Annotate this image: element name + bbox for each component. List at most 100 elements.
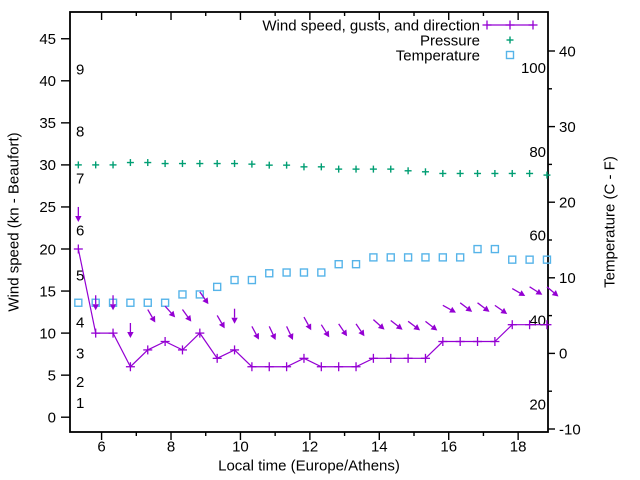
y-left-tick-label: 5 [48, 367, 56, 384]
y-right-tick-label: 20 [559, 194, 576, 211]
gust-arrow-shaft [529, 286, 538, 293]
y-left-tick-label: 0 [48, 409, 56, 426]
temperature-marker [369, 253, 378, 262]
gust-arrow-shaft [494, 304, 503, 312]
gust-arrow-head [75, 215, 82, 222]
gust-arrow-head [465, 305, 473, 312]
axis-ticks [61, 12, 555, 440]
gust-arrow-shaft [355, 323, 362, 332]
temperature-marker [126, 298, 135, 307]
gust-arrow-head [231, 317, 238, 324]
temperature-marker [160, 298, 170, 307]
gust-arrow-head [202, 297, 209, 305]
x-tick-label: 18 [510, 438, 527, 455]
beaufort-label: 3 [76, 346, 84, 363]
legend-label: Temperature [396, 47, 480, 64]
x-tick-label: 10 [232, 438, 249, 455]
temperature-marker [143, 298, 152, 307]
gust-arrow-head [449, 306, 456, 313]
x-tick-label: 16 [440, 438, 457, 455]
gust-arrow-head [185, 314, 192, 322]
gust-arrow-shaft [390, 319, 399, 327]
y-right-tick-label: 40 [559, 43, 576, 60]
right-axis-title: Temperature (C - F) [601, 156, 619, 288]
plot-border [69, 11, 549, 433]
gust-arrow-head [92, 304, 99, 311]
temperature-marker [525, 255, 534, 264]
temperature-marker [317, 268, 326, 277]
secondary-scale-labels: 1 2 3 4 5 6 7 8 9 20 40 60 80 100 [76, 60, 546, 413]
temperature-series [74, 244, 552, 307]
y-left-tick-label: 20 [39, 241, 56, 258]
gust-arrow-shaft [251, 326, 257, 335]
y-left-tick-label: 45 [39, 31, 56, 48]
gust-arrow-shaft [147, 309, 153, 318]
gust-arrow-head [430, 324, 438, 331]
gust-arrow-shaft [407, 320, 416, 328]
gust-arrow-shaft [546, 286, 555, 294]
temperature-marker [178, 290, 187, 299]
gust-arrow-head [482, 305, 490, 312]
temperature-marker [334, 259, 343, 269]
temperature-marker [473, 244, 482, 254]
beaufort-label: 6 [76, 223, 84, 240]
gust-arrow-shaft [199, 291, 206, 300]
gust-arrow-head [358, 329, 365, 337]
temperature-marker [212, 282, 222, 292]
temperature-marker [455, 253, 465, 262]
left-axis-title: Wind speed (kn - Beaufort) [5, 132, 23, 312]
gust-arrow-shaft [511, 287, 521, 294]
fahrenheit-label: 20 [529, 396, 546, 413]
gust-arrow-shaft [286, 326, 292, 335]
legend: Wind speed, gusts, and directionPressure… [262, 17, 538, 64]
gust-arrow-head [535, 288, 543, 295]
wind-speed-series [73, 244, 552, 372]
x-tick-label: 12 [302, 438, 319, 455]
y-left-tick-label: 10 [39, 325, 56, 342]
gust-arrow-head [287, 333, 294, 340]
temperature-marker [438, 253, 448, 262]
beaufort-label: 4 [76, 314, 84, 331]
temperature-marker [230, 275, 239, 285]
gust-arrow-head [323, 330, 330, 338]
y-left-tick-label: 15 [39, 283, 56, 300]
gust-arrow-shaft [372, 319, 381, 327]
temperature-marker [282, 268, 291, 277]
temperature-marker [508, 255, 517, 264]
gust-arrow-head [109, 304, 117, 311]
temperature-marker [351, 259, 361, 269]
gust-arrow-head [395, 323, 403, 330]
temperature-marker [247, 275, 257, 285]
gust-arrow-shaft [181, 309, 189, 318]
y-right-tick-label: 0 [559, 346, 567, 363]
beaufort-label: 9 [76, 61, 84, 78]
gust-arrow-shaft [216, 315, 223, 324]
gust-arrow-head [341, 329, 348, 337]
temperature-marker [265, 269, 274, 278]
beaufort-label: 2 [76, 374, 84, 391]
gust-arrow-head [218, 321, 225, 329]
temperature-marker [421, 253, 430, 262]
x-tick-label: 6 [97, 438, 105, 455]
y-right-tick-label: -10 [559, 421, 581, 438]
beaufort-label: 5 [76, 267, 84, 284]
temperature-marker [195, 290, 205, 299]
gust-arrow-shaft [425, 320, 433, 328]
beaufort-label: 8 [76, 124, 84, 141]
gust-arrow-shaft [338, 323, 345, 332]
gust-arrow-shaft [164, 305, 172, 314]
wind-speed-line [77, 248, 547, 368]
gust-arrow-shaft [477, 302, 486, 309]
gust-arrow-head [518, 290, 526, 297]
legend-label: Pressure [420, 32, 480, 49]
gust-arrow-shaft [459, 302, 468, 309]
beaufort-label: 7 [76, 171, 84, 188]
tick-labels: 6 8 10 12 14 16 18051015202530354045-100102030… [39, 31, 580, 455]
gust-arrow-head [270, 333, 276, 340]
gust-arrow-shaft [320, 324, 327, 333]
y-left-tick-label: 35 [39, 115, 56, 132]
temperature-marker [490, 244, 500, 254]
fahrenheit-label: 40 [529, 312, 546, 329]
pressure-series [74, 159, 551, 179]
